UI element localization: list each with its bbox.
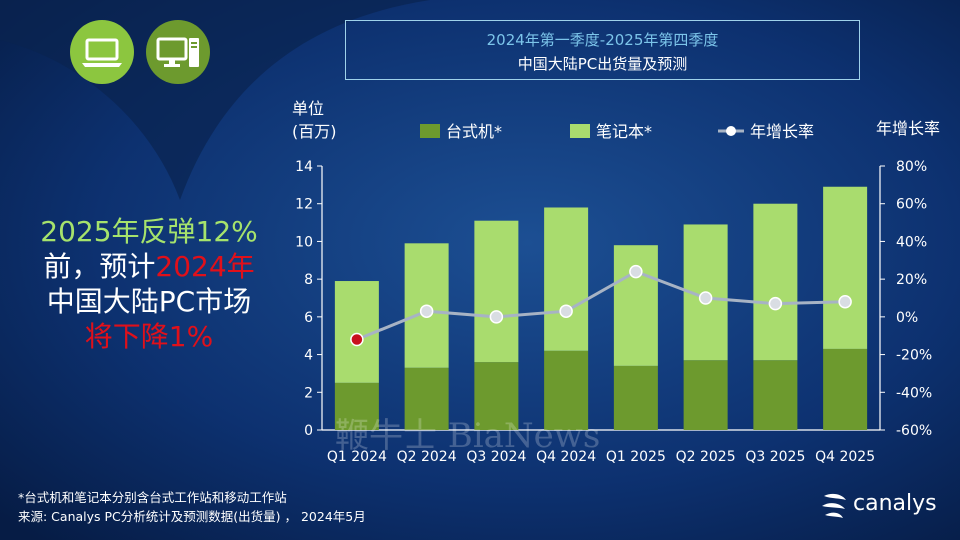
bar-desktop (753, 360, 798, 430)
x-tick-label: Q2 2024 (397, 449, 457, 465)
y-tick-label-right: 40% (896, 234, 927, 250)
y2-axis-title: 年增长率 (876, 119, 940, 138)
headline-year: 2024年 (155, 250, 255, 283)
growth-rate-point (698, 291, 713, 305)
headline-forecast-prefix: 前，预计 (43, 250, 156, 283)
footnote-definition: *台式机和笔记本分别含台式工作站和移动工作站 (18, 490, 287, 505)
growth-rate-point-highlight (350, 332, 364, 347)
y-axis-title-line2: (百万) (292, 122, 337, 141)
y-tick-label-right: -20% (896, 348, 932, 364)
y-axis-title-line1: 单位 (292, 99, 324, 118)
x-tick-label: Q4 2024 (536, 449, 596, 465)
bar-desktop (544, 350, 589, 430)
bar-desktop (474, 362, 519, 430)
x-tick-label: Q4 2025 (815, 449, 875, 465)
bar-notebook (753, 203, 798, 361)
y-tick-label-left: 14 (295, 159, 313, 175)
y-tick-label-left: 8 (304, 272, 313, 288)
bar-desktop (613, 365, 658, 430)
y-tick-label-right: 20% (896, 272, 927, 288)
laptop-icon-badge (70, 20, 134, 84)
growth-rate-point (629, 264, 643, 279)
bar-desktop (404, 367, 449, 430)
x-tick-label: Q1 2025 (606, 449, 666, 465)
legend-label-desktop: 台式机* (446, 122, 502, 141)
y-tick-label-left: 12 (295, 197, 313, 213)
headline-callout: 2025年反弹12% 前，预计2024年 中国大陆PC市场 将下降1% (14, 214, 284, 354)
growth-rate-point (419, 304, 434, 318)
bar-notebook (474, 220, 519, 363)
chart-title-line2: 中国大陆PC出货量及预测 (517, 55, 688, 73)
legend-label-notebook: 笔记本* (596, 122, 652, 141)
bar-notebook (544, 207, 589, 351)
y-tick-label-left: 2 (304, 385, 313, 401)
canalys-logo: canalys (820, 490, 945, 520)
growth-rate-point (768, 296, 783, 311)
legend-swatch-notebook (570, 124, 590, 138)
y-tick-label-right: -40% (896, 385, 932, 401)
desktop-icon-badge (146, 20, 210, 84)
bar-desktop (683, 360, 728, 430)
footnote-source: 来源: Canalys PC分析统计及预测数据(出货量) ， 2024年5月 (18, 509, 366, 524)
bar-desktop (823, 348, 868, 430)
chart-title-line1: 2024年第一季度-2025年第四季度 (486, 31, 719, 49)
watermark: 鞭牛士 BiaNews (335, 416, 601, 456)
growth-rate-point (489, 310, 504, 324)
footnote: *台式机和笔记本分别含台式工作站和移动工作站 来源: Canalys PC分析统… (18, 488, 366, 526)
legend-swatch-desktop (420, 124, 440, 138)
headline-decline: 将下降1% (84, 320, 214, 353)
y-tick-label-right: 60% (896, 197, 927, 213)
y-tick-label-left: 4 (304, 348, 313, 364)
chart-title-box: 2024年第一季度-2025年第四季度 中国大陆PC出货量及预测 (345, 20, 860, 80)
x-tick-label: Q1 2024 (327, 449, 387, 465)
canalys-logo-mark (822, 493, 846, 518)
y-tick-label-left: 10 (295, 234, 313, 250)
legend-marker-growth (726, 126, 736, 136)
headline-market: 中国大陆PC市场 (46, 285, 252, 318)
bar-notebook (823, 186, 868, 349)
y-tick-label-left: 0 (304, 423, 313, 439)
legend-label-growth: 年增长率 (750, 122, 814, 141)
canalys-logo-text: canalys (853, 491, 937, 516)
desktop-icon (156, 37, 199, 67)
x-tick-label: Q2 2025 (676, 449, 736, 465)
y-tick-label-right: 80% (896, 159, 927, 175)
y-tick-label-right: -60% (896, 423, 932, 439)
growth-rate-line (356, 269, 846, 341)
bar-notebook (613, 245, 658, 366)
growth-rate-point (559, 304, 573, 318)
x-tick-label: Q3 2024 (466, 449, 526, 465)
laptop-icon (82, 38, 122, 67)
y-tick-label-left: 6 (304, 310, 313, 326)
x-tick-label: Q3 2025 (745, 449, 805, 465)
headline-rebound: 2025年反弹12% (40, 215, 258, 248)
growth-rate-point (838, 295, 852, 309)
bar-desktop (334, 382, 379, 430)
y-tick-label-right: 0% (896, 310, 918, 326)
